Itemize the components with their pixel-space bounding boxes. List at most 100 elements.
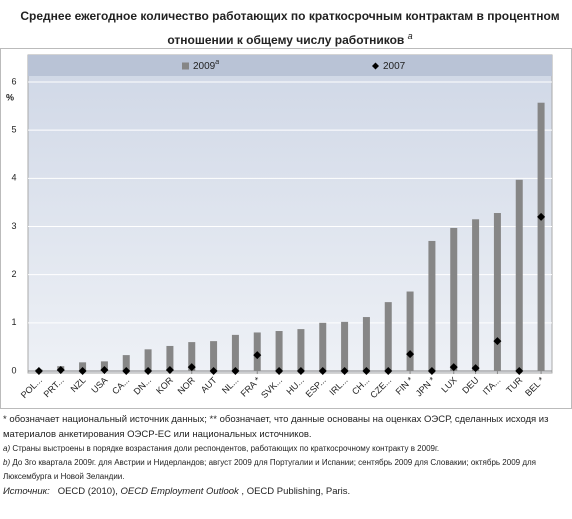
y-tick-label: 3	[11, 221, 16, 231]
footnote-marker: a)	[3, 444, 11, 453]
x-tick-label: HU...	[284, 375, 306, 397]
bar	[319, 322, 327, 371]
x-tick-label: PRT...	[42, 375, 66, 399]
title-superscript: a	[407, 31, 413, 41]
source: Источник: OECD (2010), OECD Employment O…	[3, 484, 569, 499]
y-tick-label: 6	[11, 76, 16, 86]
legend-swatch	[182, 62, 189, 70]
x-tick-label: ITA...	[481, 375, 503, 397]
footnote-a: a) Страны выстроены в порядке возрастани…	[3, 442, 569, 456]
chart: % 0 1 2 3 4 5 6 POL...PRT... NZL USA CA... DN... KOR…	[0, 48, 572, 409]
marker	[187, 363, 196, 372]
bar	[450, 227, 458, 371]
legend-name: 2009	[193, 61, 216, 72]
footnote-text: До 3го квартала 2009г. для Австрии и Нид…	[3, 458, 536, 481]
bar	[188, 342, 196, 371]
bar	[275, 331, 283, 371]
marker	[209, 367, 218, 375]
footnote-b: b) До 3го квартала 2009г. для Австрии и …	[3, 456, 569, 484]
x-tick-label: BEL *	[523, 375, 546, 398]
x-tick-label: POL...	[19, 375, 44, 400]
source-label: Источник:	[3, 486, 50, 497]
bar	[341, 321, 349, 371]
marker	[165, 366, 174, 375]
footnote: * обозначает национальный источник данны…	[3, 414, 549, 440]
legend-swatch	[372, 62, 379, 70]
marker	[537, 212, 546, 221]
bar	[493, 213, 501, 371]
bar	[122, 355, 130, 371]
marker	[78, 367, 87, 375]
footnote-marker: b)	[3, 458, 11, 467]
y-tick-label: 2	[11, 269, 16, 279]
marker	[427, 367, 436, 375]
footnote-text: Страны выстроены в порядке возрастания д…	[12, 444, 440, 453]
bar	[537, 102, 545, 371]
marker	[253, 351, 262, 360]
bar	[384, 302, 392, 371]
marker	[471, 364, 480, 373]
marker	[318, 367, 327, 375]
y-tick-label: 1	[11, 317, 16, 327]
bar	[428, 240, 436, 371]
legend-label: 2007	[383, 61, 406, 72]
x-tick-label: LUX	[439, 375, 458, 394]
source-title: OECD Employment Outlook	[120, 486, 239, 497]
x-tick-label: TUR	[504, 375, 525, 396]
marker	[296, 367, 305, 375]
legend-strip	[28, 55, 552, 76]
legend-label: 2009a	[193, 59, 219, 72]
marker	[515, 367, 524, 375]
y-tick-label: 5	[11, 125, 16, 135]
marker	[340, 367, 349, 375]
y-tick-label: 0	[11, 365, 16, 375]
x-tick-label: SVK...	[259, 375, 284, 400]
x-tick-label: DEU	[460, 375, 481, 396]
bar	[144, 349, 152, 371]
y-tick-label: 4	[11, 173, 16, 183]
x-tick-label: IRL...	[327, 375, 349, 397]
marker	[384, 367, 393, 375]
footnotes: * обозначает национальный источник данны…	[3, 412, 569, 499]
x-tick-label: NL...	[220, 375, 241, 396]
marker	[100, 366, 109, 375]
marker	[449, 363, 458, 372]
y-axis-label: %	[6, 92, 14, 102]
source-text: , OECD Publishing, Paris.	[238, 486, 351, 497]
bar	[79, 362, 87, 371]
x-tick-label: USA	[89, 375, 109, 395]
x-tick-label: CA...	[110, 375, 131, 396]
marker	[231, 367, 240, 375]
source-text: OECD (2010),	[57, 486, 121, 497]
marker	[362, 367, 371, 375]
marker	[275, 367, 284, 375]
marker	[144, 367, 153, 375]
x-tick-label: AUT	[199, 375, 219, 395]
chart-title: Среднее ежегодное количество работающих …	[20, 9, 560, 47]
bar	[515, 179, 523, 371]
marker	[34, 367, 43, 375]
marker	[122, 367, 131, 375]
bar	[210, 341, 218, 371]
bar	[406, 291, 414, 371]
x-tick-label: DN...	[132, 375, 154, 397]
bar	[231, 334, 239, 371]
marker	[493, 337, 502, 346]
x-tick-label: KOR	[154, 375, 175, 396]
legend-superscript: a	[215, 59, 219, 66]
bar	[362, 317, 370, 371]
x-tick-label: FIN *	[394, 375, 416, 397]
bar	[166, 345, 174, 371]
legend-name: 2007	[383, 61, 406, 72]
x-tick-label: NOR	[176, 375, 198, 397]
x-tick-label: CZE...	[368, 375, 393, 400]
x-tick-label: NZL	[69, 375, 88, 394]
x-tick-label: JPN *	[414, 375, 438, 399]
x-tick-label: ESP...	[304, 375, 328, 399]
marker	[56, 366, 65, 375]
x-tick-label: FRA *	[239, 375, 263, 399]
marker	[406, 350, 415, 359]
chart-title-block: Среднее ежегодное количество работающих …	[20, 6, 560, 50]
bar	[472, 219, 480, 371]
